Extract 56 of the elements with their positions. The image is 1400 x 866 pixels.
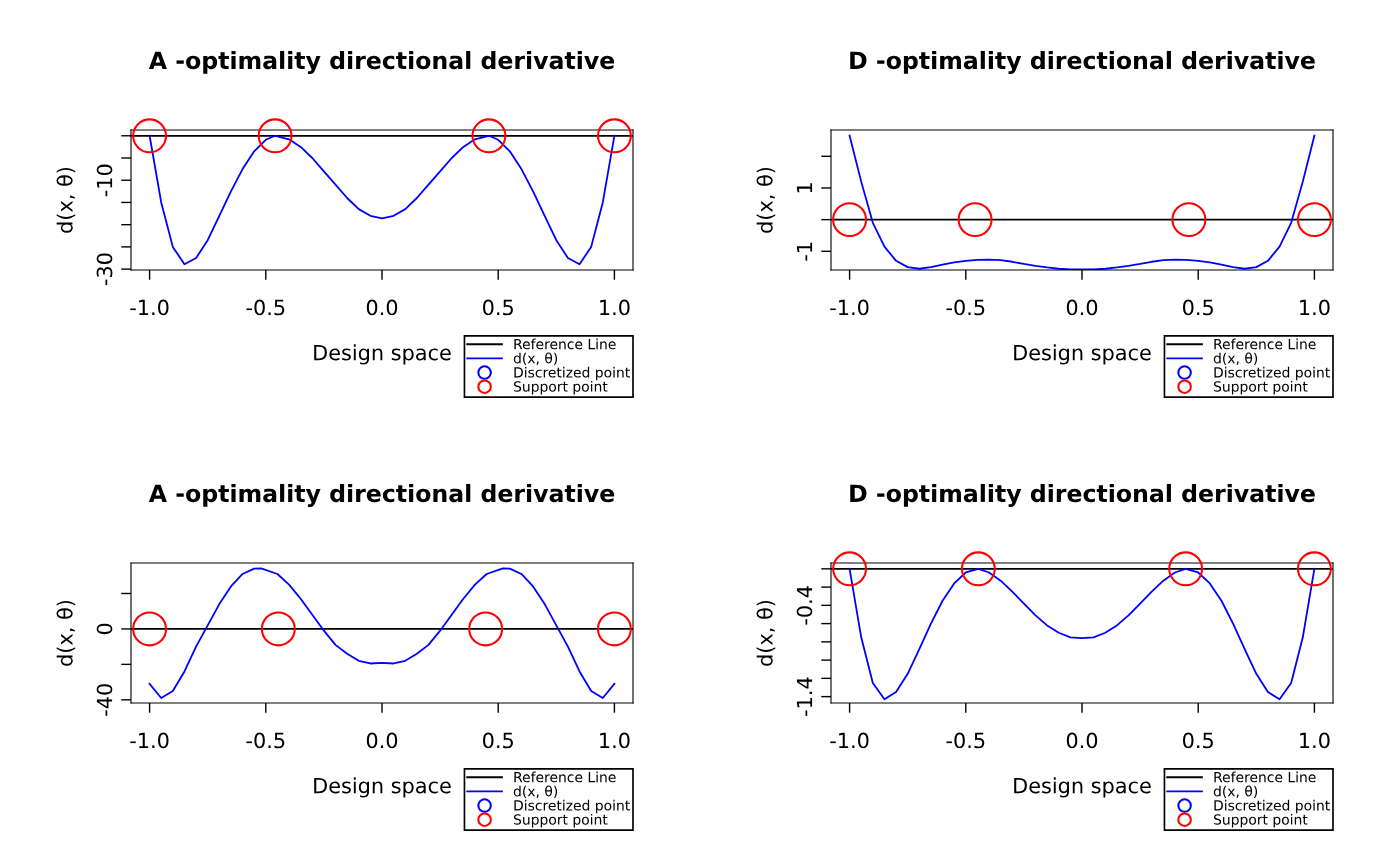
y-tick-label: -40 <box>96 684 113 716</box>
legend-label: Discretized point <box>514 366 630 381</box>
x-tick-label: -0.5 <box>246 299 285 316</box>
legend-label: Reference Line <box>1214 771 1316 783</box>
legend-label: Support point <box>513 813 608 828</box>
y-tick-label: -1.4 <box>796 677 813 716</box>
x-tick-label: 1.0 <box>600 732 630 749</box>
x-tick-label: -0.5 <box>246 732 285 749</box>
x-tick-label: 1.0 <box>1300 299 1330 316</box>
legend-label: d(x, θ) <box>1213 352 1258 366</box>
legend-label: d(x, θ) <box>1213 785 1258 799</box>
x-tick-label: 1.0 <box>600 299 630 316</box>
y-axis-title: d(x, θ) <box>756 167 776 233</box>
y-tick-label: -10 <box>96 164 113 197</box>
x-axis-title: Design space <box>314 777 451 798</box>
x-axis-title: Design space <box>1014 344 1151 365</box>
x-tick-label: 0.5 <box>1183 299 1213 316</box>
legend-label: d(x, θ) <box>513 785 558 799</box>
x-tick-label: 0.0 <box>1066 732 1098 749</box>
legend-label: Support point <box>1213 380 1308 395</box>
x-tick-label: 0.5 <box>1183 732 1213 749</box>
x-axis-title: Design space <box>314 344 451 365</box>
x-tick-label: 0.5 <box>483 732 513 749</box>
legend-label: Support point <box>513 380 608 395</box>
y-axis-title: d(x, θ) <box>56 600 76 666</box>
x-axis-title: Design space <box>1014 777 1151 798</box>
x-tick-label: 0.0 <box>366 299 398 316</box>
x-tick-label: 0.0 <box>1066 299 1098 316</box>
x-tick-label: 0.5 <box>483 299 513 316</box>
y-tick-label: 0 <box>96 623 113 635</box>
y-tick-label: -30 <box>96 253 113 286</box>
y-axis-title: d(x, θ) <box>756 600 776 666</box>
y-axis-title: d(x, θ) <box>56 167 76 233</box>
legend-label: Discretized point <box>1214 366 1330 381</box>
legend-label: Discretized point <box>514 799 630 814</box>
y-tick-label: -1 <box>796 242 813 261</box>
legend-label: Reference Line <box>1214 338 1316 350</box>
chart-title: D -optimality directional derivative <box>850 483 1315 507</box>
x-tick-label: -1.0 <box>830 732 869 749</box>
legend-label: Discretized point <box>1214 799 1330 814</box>
x-tick-label: -1.0 <box>130 732 169 749</box>
y-tick-label: 1 <box>796 183 813 193</box>
x-tick-label: 1.0 <box>1300 732 1330 749</box>
chart-title: A -optimality directional derivative <box>148 50 615 74</box>
x-tick-label: -0.5 <box>946 732 985 749</box>
legend-label: Reference Line <box>514 771 616 783</box>
y-tick-label: -0.4 <box>796 586 813 625</box>
chart-title: D -optimality directional derivative <box>850 50 1315 74</box>
x-tick-label: -1.0 <box>130 299 169 316</box>
chart-title: A -optimality directional derivative <box>148 483 615 507</box>
x-tick-label: -1.0 <box>830 299 869 316</box>
x-tick-label: -0.5 <box>946 299 985 316</box>
legend-label: Reference Line <box>514 338 616 350</box>
legend-label: d(x, θ) <box>513 352 558 366</box>
x-tick-label: 0.0 <box>366 732 398 749</box>
legend-label: Support point <box>1213 813 1308 828</box>
